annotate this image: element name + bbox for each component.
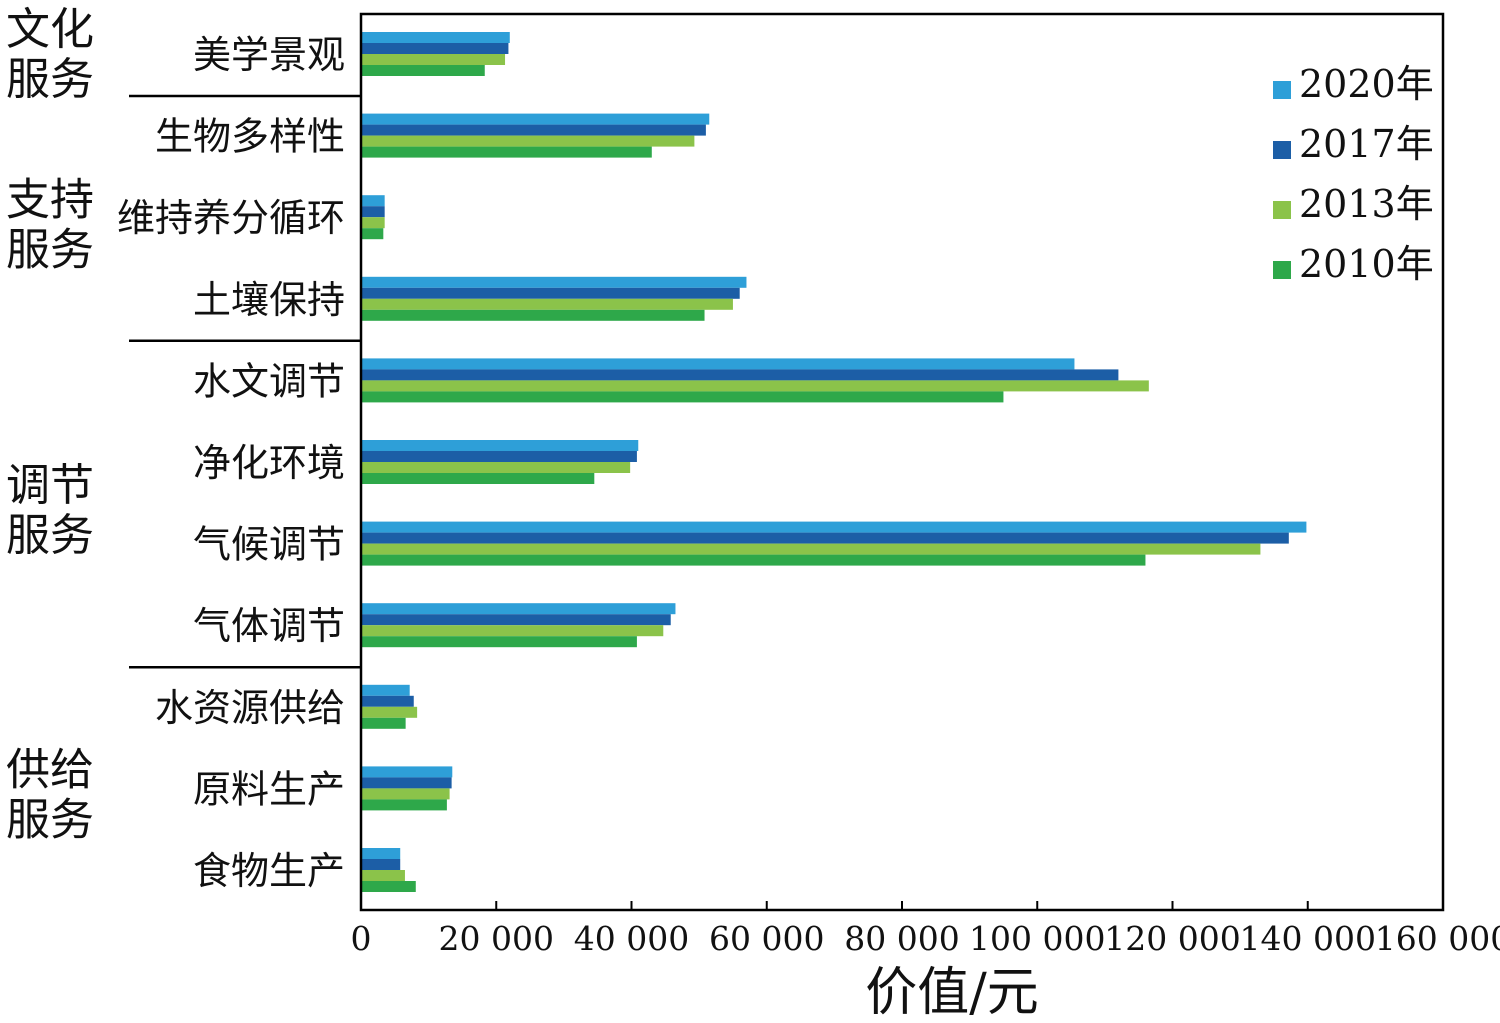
x-tick-label: 80 000 [844,919,959,958]
category-label: 气体调节 [193,604,345,648]
legend-label: 2010年 [1299,242,1434,286]
group-label-line1: 供给 [6,745,94,796]
bar [361,870,405,881]
x-tick-label: 120 000 [1104,919,1240,958]
category-label: 美学景观 [193,33,345,77]
category-label: 土壤保持 [193,278,345,322]
bar [361,309,705,321]
category-label: 维持养分循环 [117,196,345,240]
bar [361,391,1004,403]
x-tick-label: 40 000 [574,919,689,958]
bar [361,440,639,451]
bar [361,43,509,54]
category-label: 水资源供给 [155,686,345,730]
bar [361,636,637,648]
bar [361,799,447,811]
bar [361,554,1146,566]
category-label: 食物生产 [193,849,345,893]
bar [361,451,637,462]
group-label-line2: 服务 [6,795,94,846]
category-label: 水文调节 [193,359,345,403]
category-label: 原料生产 [193,767,345,811]
bar [361,881,416,892]
bar [361,706,418,718]
bar [361,695,414,707]
legend-label: 2020年 [1299,62,1434,106]
legend-swatch [1273,81,1291,99]
x-tick-label: 140 000 [1240,919,1376,958]
bar [361,369,1119,381]
legend-label: 2013年 [1299,182,1434,226]
category-label: 生物多样性 [155,115,345,159]
x-tick-label: 100 000 [969,919,1105,958]
group-label-line1: 文化 [6,4,94,55]
bar [361,195,385,207]
bar [361,625,664,637]
bar [361,521,1307,533]
bar [361,859,401,870]
x-tick-label: 60 000 [709,919,824,958]
bar [361,135,695,147]
bar [361,614,671,626]
bar [361,462,631,473]
bar [361,358,1075,370]
group-label-line2: 服务 [6,224,94,275]
bar [361,848,401,859]
bar [361,124,706,136]
x-axis-label: 价值/元 [865,963,1039,1019]
group-label-line1: 调节 [6,460,94,511]
x-tick-label: 160 000 [1375,919,1500,958]
bar [361,228,384,240]
legend-swatch [1273,141,1291,159]
bar [361,32,510,43]
bar [361,54,506,65]
legend-swatch [1273,201,1291,219]
group-label-line2: 服务 [6,510,94,561]
bar [361,298,733,310]
legend-label: 2017年 [1299,122,1434,166]
bar [361,65,485,76]
x-tick-label: 0 [351,919,372,958]
bar [361,788,450,800]
bar [361,543,1261,555]
bar [361,380,1149,392]
bar [361,113,710,125]
bar [361,684,410,696]
bar [361,287,740,299]
legend-swatch [1273,261,1291,279]
bar [361,473,595,484]
bar [361,603,676,615]
group-label-line1: 支持 [6,174,94,225]
bar [361,206,385,218]
category-label: 气候调节 [193,523,345,567]
group-label-line2: 服务 [6,54,94,105]
bar [361,217,385,229]
category-label: 净化环境 [193,441,345,485]
bar [361,777,452,789]
bar [361,276,747,288]
bar [361,532,1289,544]
bar [361,717,406,729]
bar [361,146,652,158]
bar [361,766,453,778]
x-tick-label: 20 000 [439,919,554,958]
